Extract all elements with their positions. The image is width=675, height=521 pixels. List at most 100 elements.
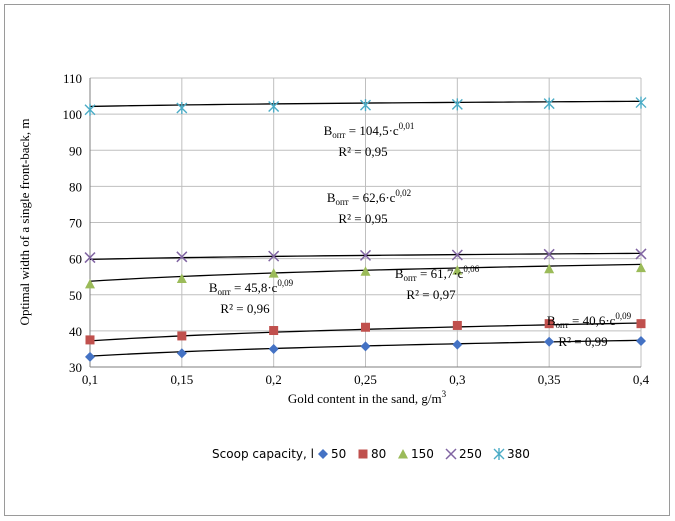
y-tick-label: 80	[69, 179, 82, 194]
legend-label-250: 250	[459, 447, 482, 461]
data-point-80	[544, 319, 554, 329]
data-point-250	[84, 252, 96, 264]
x-tick-label: 0,2	[266, 372, 282, 387]
equation-label: Bопт = 45,8·c0,09	[209, 278, 294, 297]
legend-marker-80	[358, 449, 368, 459]
data-point-80	[85, 335, 95, 345]
trend-equation: Bопт = 61,7·c0,06 R² = 0,97	[395, 264, 480, 302]
data-point-380	[451, 98, 463, 111]
y-tick-label: 40	[69, 324, 82, 339]
y-axis-title: Optimal width of a single front-back, m	[17, 119, 32, 326]
data-point-380	[84, 103, 96, 116]
equation-body: = 40,6·c	[569, 313, 616, 328]
r-squared-label: R² = 0,99	[558, 334, 607, 349]
data-point-150	[636, 262, 646, 273]
legend-marker-50	[318, 449, 328, 459]
equation-exponent: 0,09	[277, 278, 293, 288]
equation-label: Bопт = 61,7·c0,06	[395, 264, 480, 283]
data-point-250	[635, 248, 647, 260]
x-tick-label: 0,35	[538, 372, 561, 387]
chart: 30 40 50 60 70 80 90 100 110 0,1 0,15 0,2 0,25 0,3 0,3…	[17, 71, 650, 461]
legend-label-380: 380	[507, 447, 530, 461]
data-point-150	[452, 265, 463, 275]
equation-label: Bопт = 40,6·c0,09	[547, 311, 632, 330]
legend-marker-250	[445, 448, 457, 460]
trend-equation: Bопт = 104,5·c0,01 R² = 0,95	[324, 121, 415, 159]
data-point-150	[85, 278, 95, 289]
data-point-80	[361, 322, 370, 332]
equation-symbol: B	[209, 280, 218, 295]
r-squared-label: R² = 0,95	[338, 144, 387, 159]
legend-title: Scoop capacity, l	[212, 447, 314, 461]
data-point-50	[268, 343, 279, 354]
data-point-150	[360, 266, 371, 276]
data-point-50	[636, 335, 646, 346]
y-tick-label: 100	[63, 107, 83, 122]
legend: Scoop capacity, l 50 80 150 250 380	[212, 447, 530, 461]
equation-subscript: опт	[403, 273, 416, 283]
equation-exponent: 0,06	[463, 264, 479, 274]
equation-exponent: 0,09	[615, 311, 631, 321]
legend-label-150: 150	[411, 447, 434, 461]
equation-body: = 104,5·c	[345, 123, 398, 138]
trend-equation: Bопт = 62,6·c0,02 R² = 0,95	[327, 188, 411, 226]
trend-equation: Bопт = 45,8·c0,09 R² = 0,96	[209, 278, 294, 316]
r-squared-label: R² = 0,96	[220, 301, 270, 316]
chart-frame: 30 40 50 60 70 80 90 100 110 0,1 0,15 0,2 0,25 0,3 0,3…	[4, 4, 670, 516]
data-point-80	[452, 320, 462, 330]
equation-symbol: B	[324, 123, 333, 138]
data-point-150	[544, 263, 555, 274]
legend-marker-380	[493, 448, 505, 460]
r-squared-label: R² = 0,95	[338, 211, 387, 226]
x-axis-title-text: Gold content in the sand, g/m	[288, 391, 442, 406]
data-point-380	[543, 97, 555, 110]
equation-subscript: опт	[332, 130, 345, 140]
y-tick-label: 50	[69, 288, 82, 303]
tick-labels: 30 40 50 60 70 80 90 100 110 0,1 0,15 0,2 0,25 0,3 0,3…	[63, 71, 650, 387]
data-point-50	[452, 339, 463, 350]
x-tick-label: 0,4	[633, 372, 650, 387]
y-tick-label: 30	[69, 360, 82, 375]
data-point-250	[359, 249, 372, 261]
equation-symbol: B	[327, 190, 336, 205]
legend-label-50: 50	[331, 447, 346, 461]
equation-subscript: опт	[555, 320, 568, 330]
equation-exponent: 0,02	[395, 188, 411, 198]
data-point-250	[543, 248, 555, 260]
x-tick-label: 0,15	[170, 372, 193, 387]
trend-equation: Bопт = 40,6·c0,09 R² = 0,99	[547, 311, 632, 349]
equation-subscript: опт	[335, 197, 348, 207]
y-tick-label: 90	[69, 143, 82, 158]
data-points	[84, 96, 647, 362]
x-tick-label: 0,3	[449, 372, 465, 387]
equation-body: = 62,6·c	[349, 190, 396, 205]
x-axis-title-sup: 3	[442, 389, 447, 399]
data-point-380	[268, 100, 280, 113]
equation-label: Bопт = 62,6·c0,02	[327, 188, 411, 207]
data-point-80	[177, 331, 187, 341]
x-axis-title: Gold content in the sand, g/m3	[288, 389, 447, 406]
equation-body: = 61,7·c	[417, 266, 464, 281]
data-point-150	[268, 268, 279, 278]
data-point-380	[360, 99, 371, 112]
y-tick-label: 110	[63, 71, 82, 86]
x-tick-label: 0,25	[354, 372, 377, 387]
data-point-80	[269, 326, 279, 336]
gridlines	[89, 77, 642, 368]
y-tick-label: 60	[69, 252, 82, 267]
data-point-250	[176, 251, 188, 263]
axes	[89, 78, 641, 368]
data-point-250	[268, 250, 280, 262]
data-point-250	[451, 249, 463, 261]
data-point-150	[176, 273, 187, 283]
equation-label: Bопт = 104,5·c0,01	[324, 121, 415, 140]
equation-exponent: 0,01	[399, 121, 415, 131]
equation-symbol: B	[395, 266, 404, 281]
x-tick-label: 0,1	[82, 372, 98, 387]
data-point-50	[544, 336, 555, 347]
equation-subscript: опт	[217, 287, 230, 297]
data-point-80	[636, 319, 646, 329]
y-tick-label: 70	[69, 216, 82, 231]
r-squared-label: R² = 0,97	[406, 287, 456, 302]
